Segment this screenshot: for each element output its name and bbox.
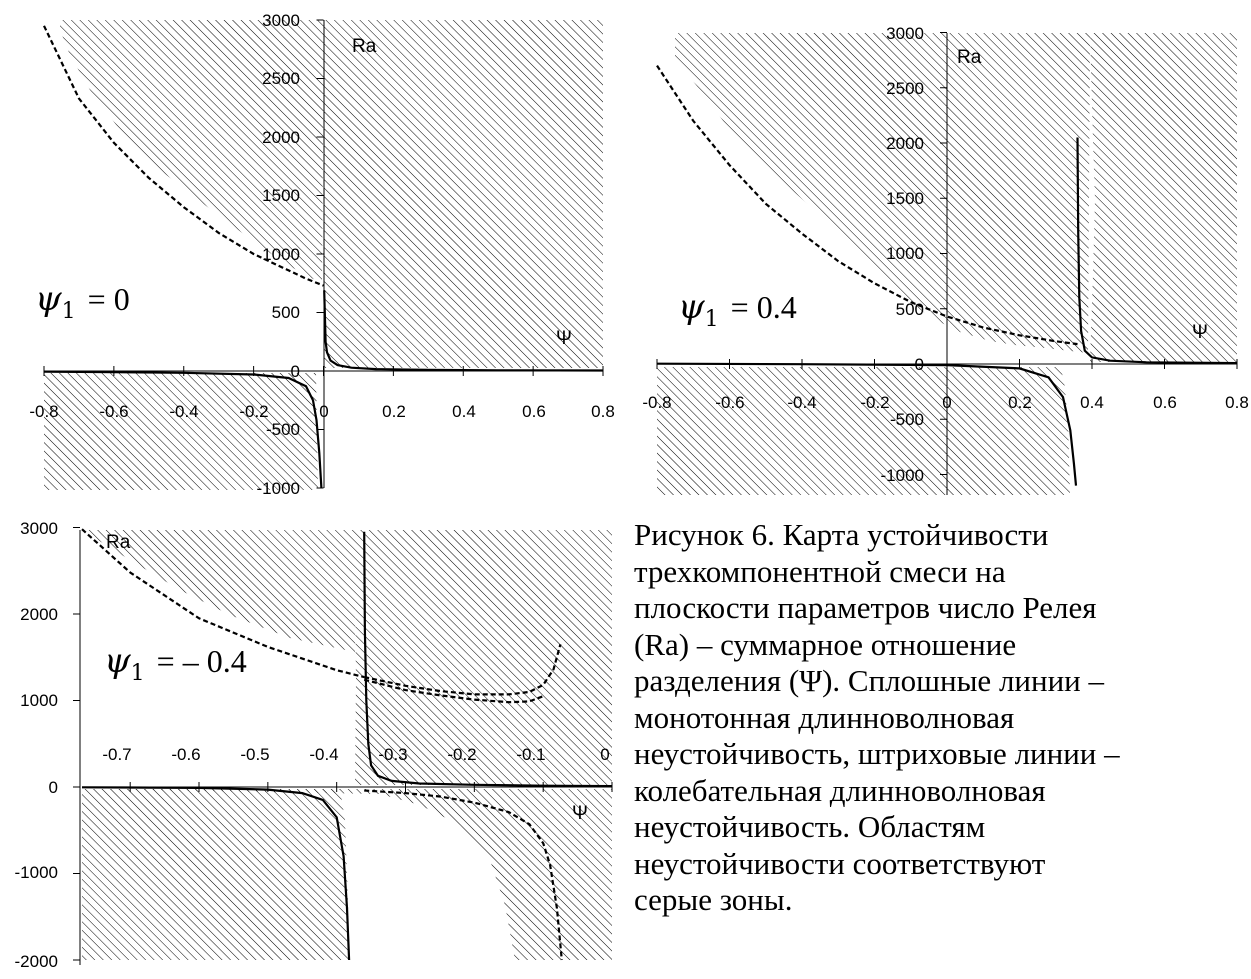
x-tick-label: -0.4 <box>169 402 198 421</box>
caption-line: неустойчивость. Областям <box>634 809 986 844</box>
y-axis-label: Ra <box>957 47 982 68</box>
hatched-region <box>82 789 349 960</box>
x-axis-label: Ψ <box>1192 322 1208 343</box>
y-tick-label: 1000 <box>20 691 58 710</box>
x-tick-label: 0.2 <box>1008 393 1032 412</box>
panel-label: ψ1 = – 0.4 <box>104 641 247 686</box>
hatched-region <box>675 33 1090 353</box>
y-tick-label: -500 <box>266 420 300 439</box>
caption-line: трехкомпонентной смеси на <box>634 553 1006 589</box>
dashed-curve <box>81 528 365 679</box>
y-tick-label: 1500 <box>262 186 300 205</box>
y-tick-label: 1000 <box>886 244 924 263</box>
x-tick-label: 0 <box>942 393 951 412</box>
x-tick-label: 0.6 <box>522 402 546 421</box>
dashed-curve <box>363 678 544 704</box>
x-axis-label: Ψ <box>556 328 572 349</box>
x-tick-label: -0.2 <box>239 402 268 421</box>
x-tick-label: 0 <box>600 745 609 764</box>
panel-label: ψ1 = 0.4 <box>678 287 797 332</box>
x-tick-label: 0.4 <box>1080 393 1104 412</box>
x-axis-label: Ψ <box>572 803 588 824</box>
caption-line: неустойчивость, штриховые линии – <box>634 736 1120 771</box>
caption-line: монотонная длинноволновая <box>634 699 1015 735</box>
chart-panel-psi1-0.4: -0.8 -0.6 -0.4 -0.2 0 0.2 0.4 0.6 0.8 -1… <box>642 24 1249 495</box>
y-tick-label: 500 <box>896 300 924 319</box>
hatched-region <box>82 789 612 960</box>
y-tick-label: 3000 <box>262 11 300 30</box>
y-tick-label: 0 <box>915 355 924 374</box>
x-tick-label: -0.6 <box>99 402 128 421</box>
y-tick-label: 2000 <box>886 134 924 153</box>
y-tick-label: 0 <box>49 778 58 797</box>
y-axis-label: Ra <box>352 36 377 57</box>
dashed-curve <box>364 789 563 961</box>
x-tick-label: -0.2 <box>860 393 889 412</box>
y-tick-label: 2000 <box>20 605 58 624</box>
hatched-region <box>1090 33 1237 362</box>
y-tick-label: 3000 <box>20 519 58 538</box>
x-tick-label: -0.1 <box>516 745 545 764</box>
figure-caption: Рисунок 6. Карта устойчивости трехкомпон… <box>634 517 1246 919</box>
y-tick-label: 2000 <box>262 128 300 147</box>
chart-panel-psi1-0: -0.8 -0.6 -0.4 -0.2 0 0.2 0.4 0.6 0.8 -1… <box>29 11 614 498</box>
caption-line: серые зоны. <box>634 882 793 917</box>
x-tick-label: -0.3 <box>378 745 407 764</box>
x-tick-label: 0.2 <box>382 402 406 421</box>
y-tick-label: -1000 <box>881 466 924 485</box>
dashed-curve <box>363 644 562 696</box>
caption-line: плоскости параметров число Релея <box>634 590 1097 625</box>
x-tick-label: -0.4 <box>787 393 816 412</box>
x-tick-label: -0.6 <box>171 745 200 764</box>
x-tick-label: 0.8 <box>1225 393 1249 412</box>
x-tick-label: -0.8 <box>642 393 671 412</box>
y-tick-label: 500 <box>272 303 300 322</box>
axes: -0.8 -0.6 -0.4 -0.2 0 0.2 0.4 0.6 0.8 -1… <box>29 11 614 498</box>
y-tick-label: 2500 <box>886 79 924 98</box>
axes: -0.7 -0.6 -0.5 -0.4 -0.3 -0.2 -0.1 0 -20… <box>15 519 612 971</box>
y-tick-label: 1000 <box>262 245 300 264</box>
x-tick-label: -0.6 <box>715 393 744 412</box>
y-tick-label: -2000 <box>15 952 58 971</box>
x-tick-label: -0.7 <box>102 745 131 764</box>
solid-curve <box>1076 137 1238 365</box>
y-tick-label: 0 <box>291 362 300 381</box>
caption-line: неустойчивости соответствуют <box>634 845 1046 881</box>
x-tick-label: -0.5 <box>240 745 269 764</box>
y-tick-label: -500 <box>890 410 924 429</box>
x-tick-label: 0.8 <box>591 402 615 421</box>
x-tick-label: 0 <box>319 402 328 421</box>
hatched-region <box>657 367 1070 495</box>
hatched-region <box>60 20 324 283</box>
caption-line: колебательная длинноволновая <box>634 772 1046 808</box>
y-tick-label: 3000 <box>886 24 924 43</box>
dashed-curve <box>656 64 1078 346</box>
hatched-region <box>44 373 318 490</box>
solid-curve <box>43 370 323 489</box>
panel-label: ψ1 = 0 <box>35 279 130 324</box>
hatched-region <box>324 20 603 368</box>
solid-curve <box>81 786 351 961</box>
y-tick-label: -1000 <box>15 863 58 882</box>
solid-curve <box>323 290 604 372</box>
hatched-region <box>82 530 355 652</box>
x-tick-label: -0.2 <box>447 745 476 764</box>
y-tick-label: -1000 <box>257 479 300 498</box>
caption-line: разделения (Ψ). Сплошные линии – <box>634 663 1105 698</box>
x-tick-label: -0.8 <box>29 402 58 421</box>
caption-line: (Ra) – суммарное отношение <box>634 626 1017 662</box>
hatched-region <box>355 530 612 785</box>
dashed-curve <box>43 25 324 287</box>
y-axis-label: Ra <box>106 532 131 553</box>
axes: -0.8 -0.6 -0.4 -0.2 0 0.2 0.4 0.6 0.8 -1… <box>642 24 1249 495</box>
y-tick-label: 2500 <box>262 69 300 88</box>
x-tick-label: 0.6 <box>1153 393 1177 412</box>
x-tick-label: 0.4 <box>452 402 476 421</box>
caption-line: Рисунок 6. Карта устойчивости <box>634 517 1049 552</box>
x-tick-label: -0.4 <box>309 745 338 764</box>
chart-panel-psi1-neg-0.4: -0.7 -0.6 -0.5 -0.4 -0.3 -0.2 -0.1 0 -20… <box>15 519 613 971</box>
y-tick-label: 1500 <box>886 189 924 208</box>
